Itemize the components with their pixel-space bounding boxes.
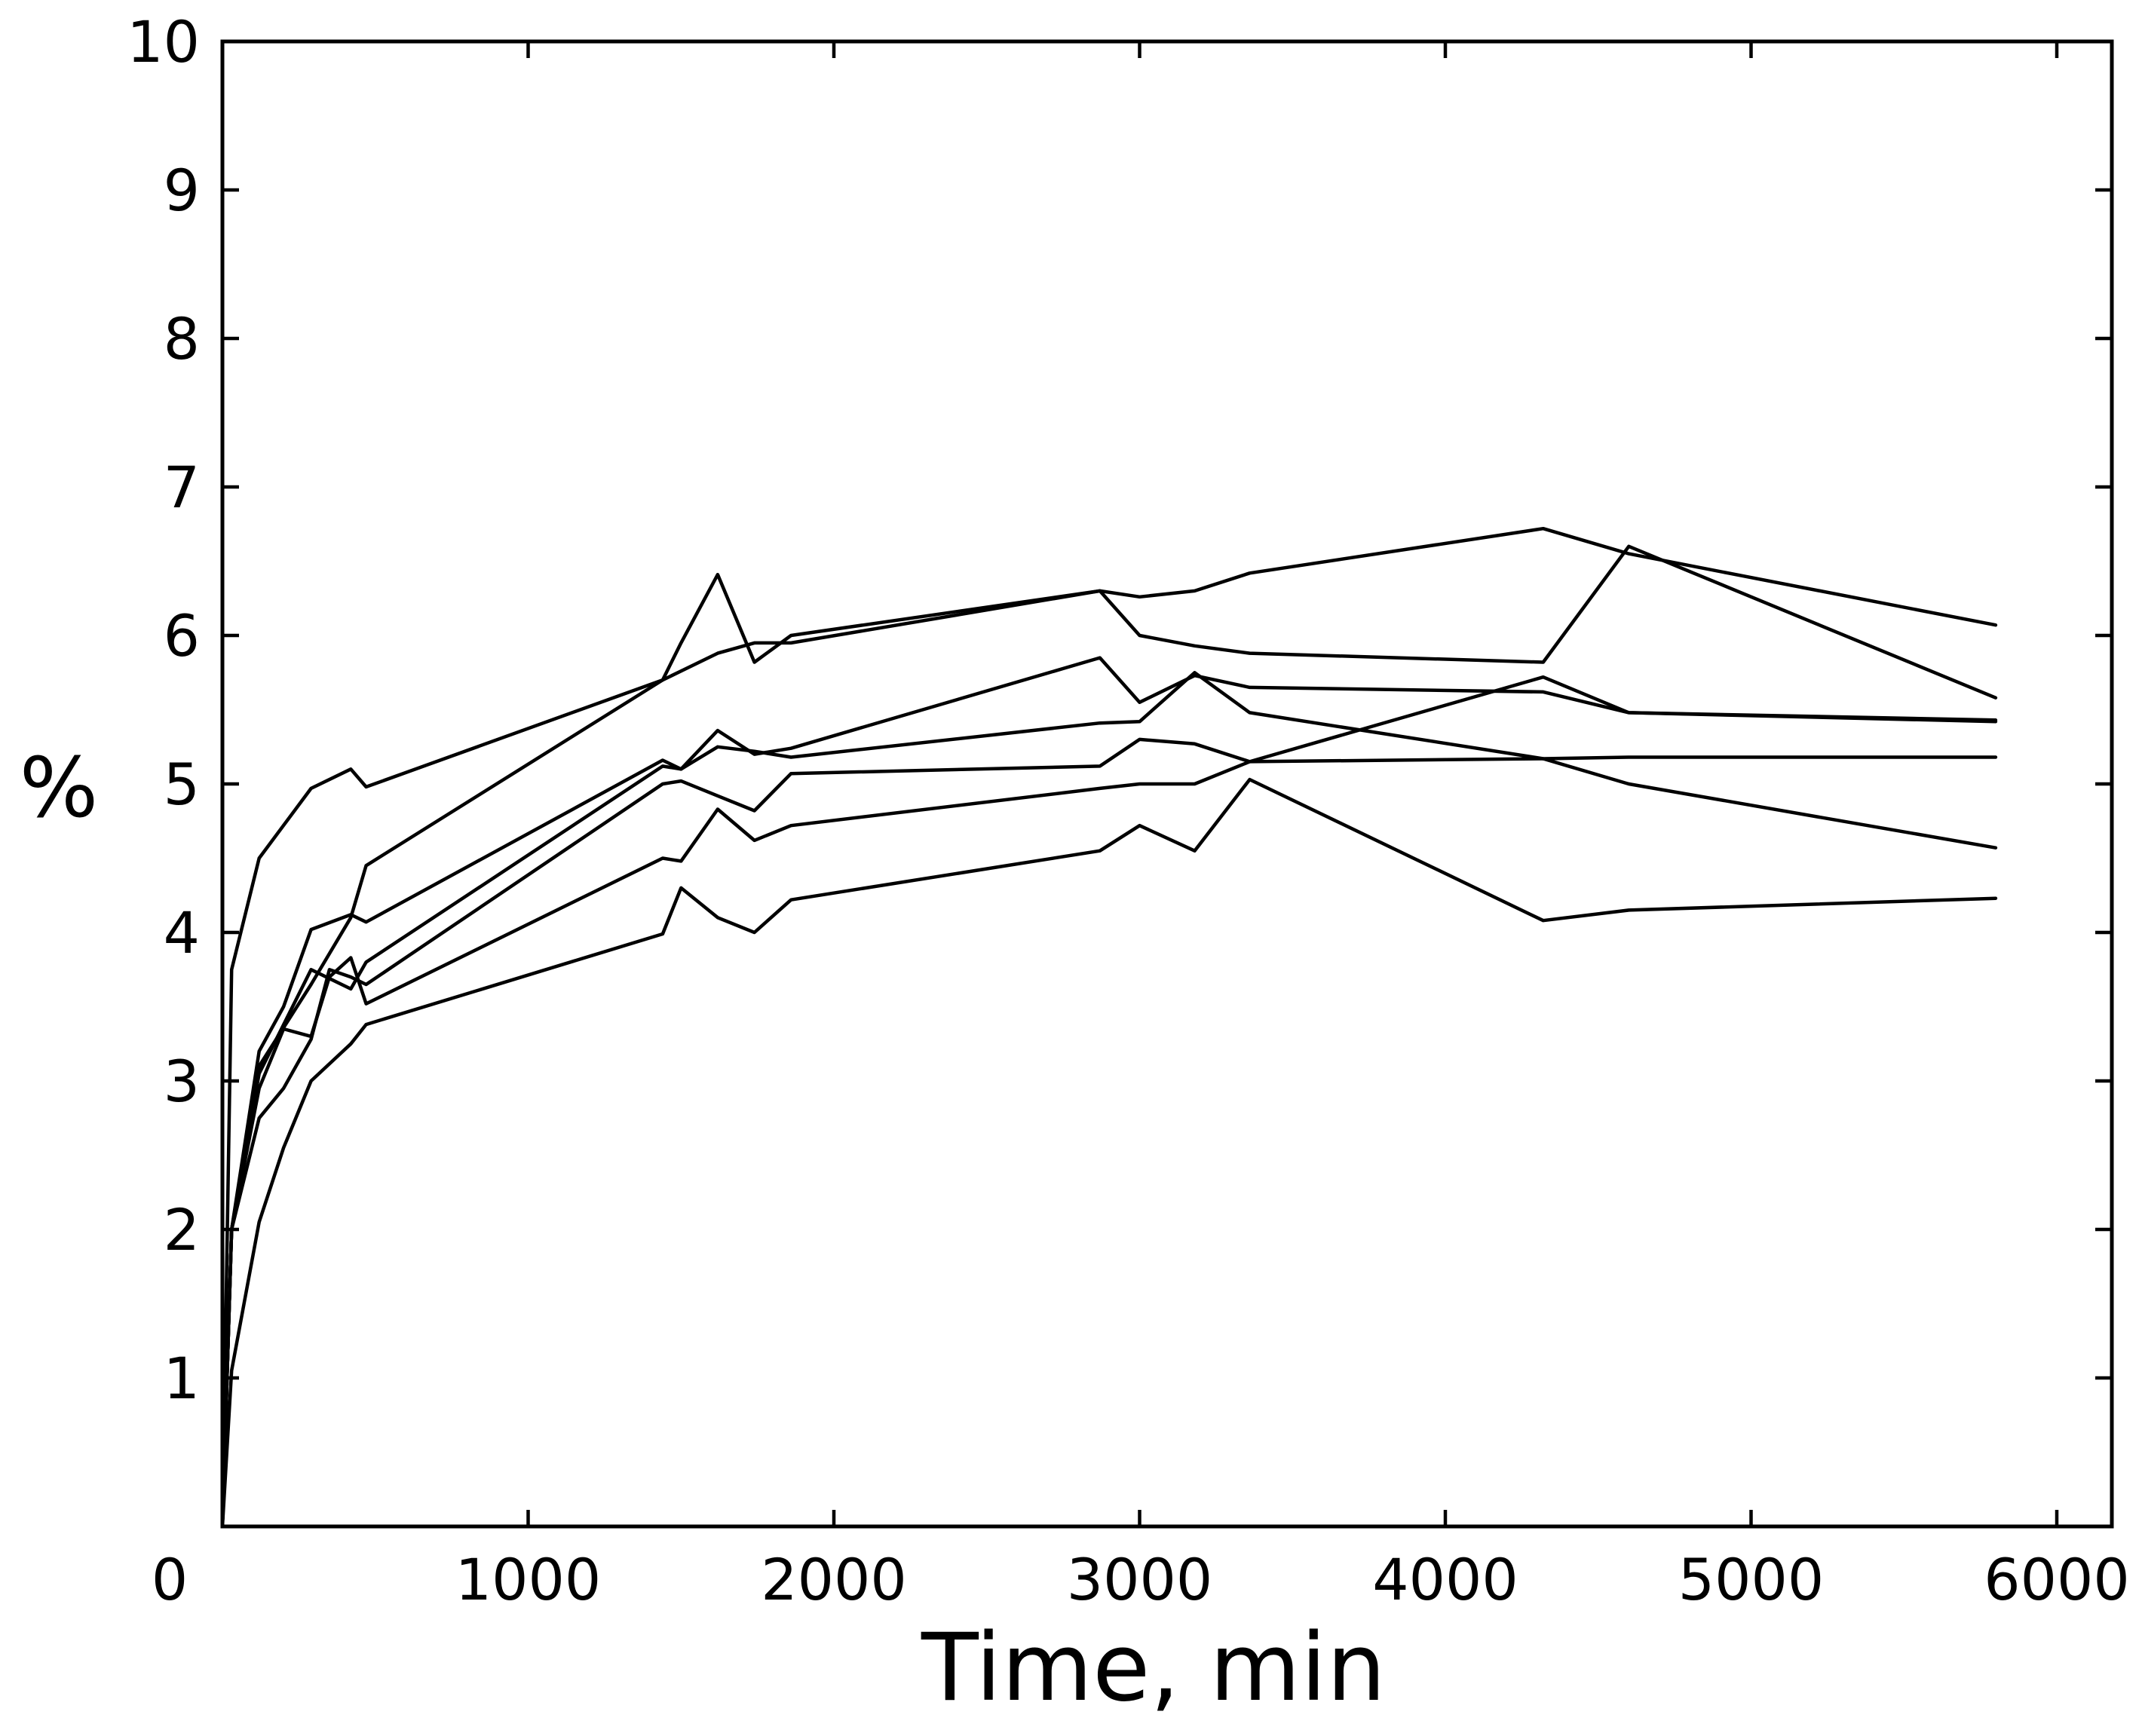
series-line-4 [220,671,1998,1529]
x-tick-label-5000: 5000 [1678,1546,1824,1613]
y-tick-label-2: 2 [164,1196,200,1263]
y-tick-label-8: 8 [164,305,200,372]
series-line-6 [220,737,1998,1529]
labels-layer: 1 2 3 4 5 6 7 8 9 10 0 1000 2000 3000 4000 5000 6000 [127,8,2129,1613]
y-tick-label-9: 9 [164,157,200,224]
y-tick-label-7: 7 [164,454,200,521]
series-layer [220,526,1998,1529]
series-line-1 [220,526,1998,1529]
x-tick-label-0: 0 [152,1546,188,1613]
y-axis-title: % [20,739,99,836]
x-tick-label-3000: 3000 [1067,1546,1212,1613]
y-tick-label-6: 6 [164,602,200,669]
series-line-7 [220,777,1998,1529]
y-tick-label-4: 4 [164,899,200,966]
x-axis-title: Time, min [921,1614,1386,1722]
x-tick-label-2000: 2000 [761,1546,906,1613]
y-tick-label-1: 1 [164,1345,200,1412]
y-tick-label-3: 3 [164,1048,200,1115]
y-tick-label-5: 5 [164,751,200,818]
x-tick-label-6000: 6000 [1984,1546,2129,1613]
ticks-layer [222,39,2112,1526]
series-line-5 [220,675,1998,1529]
x-tick-label-1000: 1000 [455,1546,601,1613]
x-tick-label-4000: 4000 [1372,1546,1518,1613]
series-line-3 [220,656,1998,1529]
y-tick-label-10: 10 [127,8,200,75]
series-line-2 [220,544,1998,1529]
